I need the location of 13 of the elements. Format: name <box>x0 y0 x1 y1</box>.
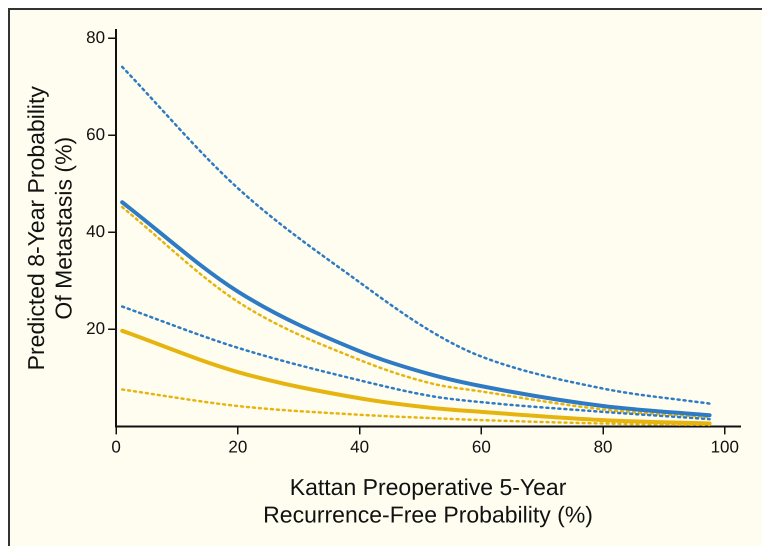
y-tick-label: 80 <box>86 28 106 47</box>
x-tick-label: 100 <box>710 437 739 456</box>
y-tick-label: 20 <box>86 319 106 338</box>
line-series <box>120 66 711 405</box>
x-axis-title: Kattan Preoperative 5-Year Recurrence-Free Probability (%) <box>263 474 593 528</box>
x-tick-label: 40 <box>350 437 370 456</box>
y-tick-label: 40 <box>86 222 106 242</box>
x-tick-label: 0 <box>111 437 121 456</box>
x-tick-label: 80 <box>594 437 613 456</box>
x-tick-label: 20 <box>228 437 248 456</box>
x-tick-label: 60 <box>472 437 491 456</box>
y-tick-label: 60 <box>86 124 106 144</box>
y-axis-title: Predicted 8-Year Probability Of Metastasis (%) <box>23 86 77 370</box>
